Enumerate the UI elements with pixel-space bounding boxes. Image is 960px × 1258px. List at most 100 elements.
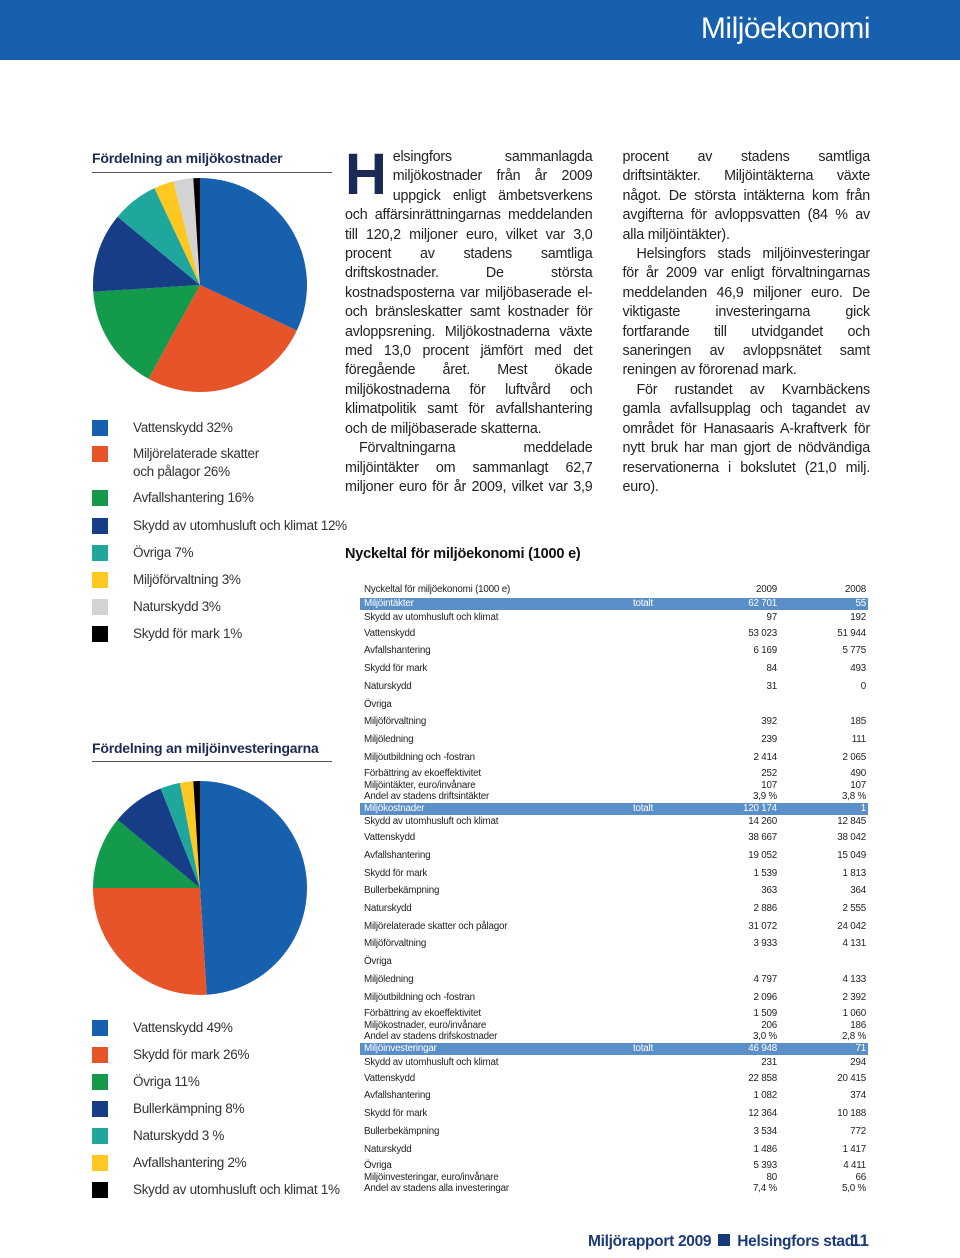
legend-swatch — [92, 1101, 108, 1117]
cell-2008: 493 — [850, 663, 866, 674]
table-row-highlight: Miljökostnader totalt 120 174 1 — [360, 803, 868, 815]
paragraph: Förvaltningarna meddelade miljöintäkter … — [345, 149, 870, 495]
paragraph: För rustandet av Kvarnbäckens gamla avfa… — [622, 381, 871, 495]
row-label: Miljöledning — [364, 734, 414, 745]
cell-2009: 392 — [761, 716, 777, 727]
table-row: Skydd av utomhusluft och klimat 97 192 — [360, 612, 868, 624]
cell-2009: 252 — [761, 768, 777, 779]
legend-label: Skydd för mark 1% — [133, 626, 242, 641]
cell-2008: 3,8 % — [841, 791, 866, 802]
legend-label: Skydd för mark 26% — [133, 1047, 250, 1062]
cell-2009: 231 — [761, 1057, 777, 1068]
row-label: Skydd av utomhusluft och klimat — [364, 612, 499, 623]
row-label: Andel av stadens drifskostnader — [364, 1031, 498, 1042]
legend-swatch — [92, 1047, 108, 1063]
rule — [92, 761, 332, 762]
cell-2008: 4 411 — [843, 1160, 866, 1171]
row-label: Vattenskydd — [364, 628, 415, 639]
cell-2009: 53 023 — [748, 628, 777, 639]
cell-2008: 2 065 — [842, 752, 866, 763]
legend-swatch — [92, 599, 108, 615]
table-row: Vattenskydd 22 858 20 415 — [360, 1073, 868, 1085]
cell-2009: 14 260 — [748, 816, 777, 827]
cell-2008: 1 417 — [842, 1144, 866, 1155]
legend-swatch — [92, 1182, 108, 1198]
cell-2008: 5 775 — [842, 645, 866, 656]
row-label: Vattenskydd — [364, 1073, 415, 1084]
row-label: Övriga — [364, 1160, 392, 1171]
cell-2009: 1 509 — [753, 1008, 777, 1019]
table-row: Naturskydd 2 886 2 555 — [360, 903, 868, 915]
cell-2009: 62 701 — [748, 598, 777, 609]
cell-2008: 24 042 — [837, 921, 866, 932]
row-label: Övriga — [364, 956, 392, 967]
row-label: Naturskydd — [364, 1144, 412, 1155]
cell-2008: 2 392 — [842, 992, 866, 1003]
legend-swatch — [92, 1155, 108, 1171]
cell-2009: 1 539 — [753, 868, 777, 879]
table-row-highlight: Miljöinvesteringar totalt 46 948 71 — [360, 1043, 868, 1055]
table-row: Skydd för mark 1 539 1 813 — [360, 868, 868, 880]
row-label: Andel av stadens driftsintäkter — [364, 791, 490, 802]
row-label: Miljöinvesteringar, euro/invånare — [364, 1172, 499, 1183]
cell-2009: 31 — [766, 681, 778, 692]
page-number: 11 — [851, 1231, 869, 1250]
cell-2008: 1 813 — [842, 868, 866, 879]
table-row: Avfallshantering 1 082 374 — [360, 1090, 868, 1102]
cell-2008: 2 555 — [842, 903, 866, 914]
row-label: Avfallshantering — [364, 645, 431, 656]
table-row: Miljöutbildning och -fostran 2 096 2 392 — [360, 992, 868, 1004]
cell-2008: 374 — [850, 1090, 866, 1101]
drop-cap: H — [345, 142, 387, 207]
table-row: Miljöledning 239 111 — [360, 734, 868, 746]
footer-city: Helsingfors stad — [737, 1233, 854, 1250]
row-label: Avfallshantering — [364, 850, 431, 861]
legend-label: Avfallshantering 2% — [133, 1155, 247, 1170]
cell-2009: 4 797 — [753, 974, 777, 985]
cell-2008: 1 060 — [842, 1008, 866, 1019]
row-label: Miljökostnader, euro/invånare — [364, 1020, 487, 1031]
cell-2009: 5 393 — [753, 1160, 777, 1171]
pie-slice — [200, 178, 307, 331]
table-row: Miljöintäkter, euro/invånare 107 107 — [360, 780, 868, 792]
pie-slice — [117, 788, 200, 888]
cell-2009: 2 886 — [753, 903, 777, 914]
cell-2009: 3 933 — [753, 938, 777, 949]
cell-2008: 2008 — [845, 584, 866, 595]
cell-2009: 31 072 — [748, 921, 777, 932]
row-label: Miljöförvaltning — [364, 938, 427, 949]
footer-report: Miljörapport 2009 — [588, 1233, 712, 1250]
row-label: Skydd av utomhusluft och klimat — [364, 816, 499, 827]
pie-slice — [173, 178, 200, 285]
table-row: Miljöförvaltning 392 185 — [360, 716, 868, 728]
table-row: Skydd för mark 84 493 — [360, 663, 868, 675]
cell-2009: 3,0 % — [752, 1031, 777, 1042]
cell-2009: 12 364 — [748, 1108, 777, 1119]
row-label: Naturskydd — [364, 681, 412, 692]
row-label: Andel av stadens alla investeringar — [364, 1183, 509, 1194]
section-title: Fördelning an miljöinvesteringarna — [92, 740, 319, 756]
cell-2008: 0 — [860, 681, 866, 692]
rule — [92, 172, 332, 173]
cell-2008: 2,8 % — [841, 1031, 866, 1042]
legend-swatch — [92, 420, 108, 436]
table-row: Naturskydd 1 486 1 417 — [360, 1144, 868, 1156]
legend-swatch — [92, 1020, 108, 1036]
table-row: Nyckeltal för miljöekonomi (1000 e) 2009 2… — [360, 584, 868, 596]
legend-label: Vattenskydd 49% — [133, 1020, 233, 1035]
cell-2008: 71 — [855, 1043, 867, 1054]
pie-slice — [154, 181, 200, 285]
cell-2008: 20 415 — [837, 1073, 866, 1084]
cell-2008: 5,0 % — [841, 1183, 866, 1194]
table-row: Bullerbekämpning 3 534 772 — [360, 1126, 868, 1138]
table-row: Miljöförvaltning 3 933 4 131 — [360, 938, 868, 950]
row-total: totalt — [633, 803, 654, 814]
legend-swatch — [92, 1074, 108, 1090]
pie-slice — [93, 216, 200, 292]
row-label: Miljöutbildning och -fostran — [364, 752, 475, 763]
row-label: Bullerbekämpning — [364, 1126, 440, 1137]
table-row: Förbättring av ekoeffektivitet 1 509 1 060 — [360, 1008, 868, 1020]
row-label: Skydd av utomhusluft och klimat — [364, 1057, 499, 1068]
cell-2009: 2 414 — [753, 752, 777, 763]
cell-2008: 55 — [855, 598, 867, 609]
